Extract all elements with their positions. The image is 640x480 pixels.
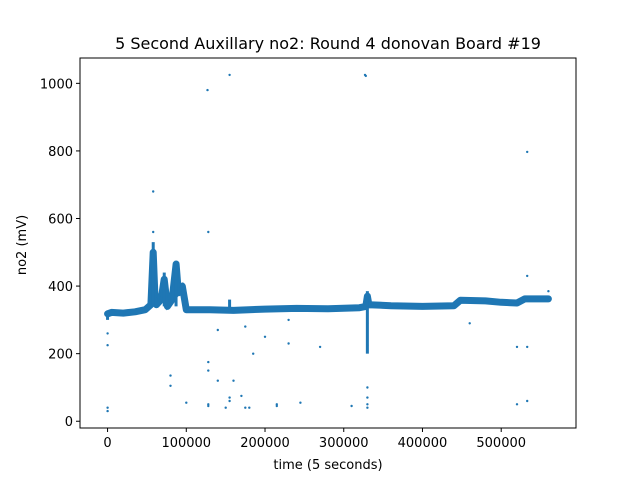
data-point-27 [275, 403, 278, 406]
x-axis-label: time (5 seconds) [273, 458, 382, 473]
data-point-7 [169, 374, 172, 377]
data-point-33 [364, 74, 367, 78]
data-point-0 [106, 409, 109, 413]
data-point-14 [207, 369, 210, 372]
data-point-16 [224, 406, 227, 409]
y-tick-label-0: 0 [65, 415, 73, 430]
data-point-18 [228, 396, 231, 399]
data-point-31 [350, 404, 353, 408]
data-point-43 [526, 150, 529, 154]
y-tick-label-3: 600 [48, 213, 73, 228]
data-point-48 [216, 328, 219, 332]
data-point-23 [248, 406, 251, 409]
data-point-40 [468, 322, 471, 325]
data-point-35 [366, 396, 369, 399]
data-point-10 [207, 230, 210, 234]
plot-area: 0 100000 200000 300000 400000 500000 0 200 400 60… [40, 57, 577, 451]
data-point-19 [228, 399, 231, 403]
data-point-24 [252, 352, 255, 355]
data-point-47 [547, 290, 550, 293]
data-point-9 [206, 88, 209, 92]
data-point-20 [232, 379, 235, 382]
x-tick-label-3: 300000 [319, 436, 369, 451]
data-point-13 [207, 360, 210, 364]
data-point-6 [169, 384, 172, 387]
data-point-5 [152, 230, 155, 234]
data-point-25 [263, 335, 267, 338]
data-point-26 [275, 404, 278, 408]
y-tick-label-4: 800 [48, 145, 73, 160]
data-point-49 [244, 325, 247, 328]
data-point-17 [228, 73, 231, 77]
data-point-46 [526, 345, 529, 349]
data-point-38 [366, 344, 369, 347]
data-point-2 [106, 344, 109, 347]
data-point-3 [106, 332, 109, 335]
data-point-4 [152, 190, 155, 193]
x-tick-label-4: 400000 [398, 436, 448, 451]
data-point-29 [299, 401, 302, 404]
data-point-44 [526, 399, 529, 403]
data-point-50 [287, 318, 290, 322]
x-tick-label-2: 200000 [240, 436, 290, 451]
y-axis-label: no2 (mV) [15, 215, 30, 275]
data-point-1 [106, 406, 109, 409]
x-tick-label-5: 500000 [476, 436, 526, 451]
data-point-12 [207, 403, 210, 406]
data-point-15 [216, 379, 219, 382]
data-point-21 [240, 394, 243, 398]
data-point-41 [515, 403, 519, 406]
chart-title: 5 Second Auxillary no2: Round 4 donovan … [115, 34, 541, 53]
data-point-28 [287, 342, 290, 345]
y-tick-label-1: 200 [48, 348, 73, 363]
x-tick-label-0: 0 [103, 436, 111, 451]
data-point-8 [185, 401, 188, 404]
data-point-22 [244, 406, 247, 409]
axes-frame [79, 57, 577, 429]
data-point-36 [366, 403, 369, 406]
data-point-37 [366, 406, 369, 409]
y-tick-label-5: 1000 [40, 77, 73, 92]
y-tick-label-2: 400 [48, 280, 73, 295]
data-point-45 [526, 274, 529, 278]
data-point-39 [366, 322, 369, 325]
data-point-42 [515, 345, 519, 349]
data-point-30 [318, 345, 322, 349]
data-point-34 [366, 386, 369, 389]
data-point-11 [207, 404, 210, 408]
x-tick-label-1: 100000 [161, 436, 211, 451]
